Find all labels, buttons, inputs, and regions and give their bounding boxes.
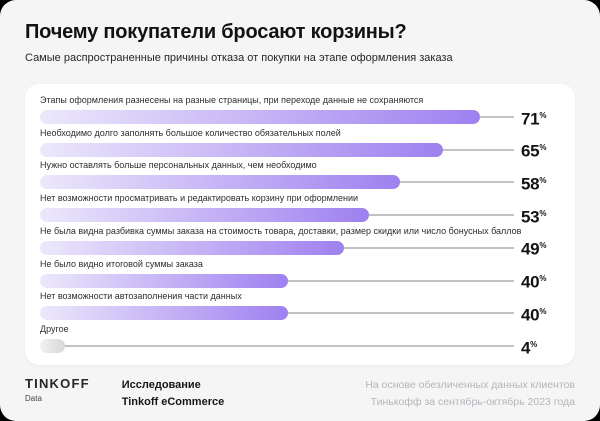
page-subtitle: Самые распространенные причины отказа от… [25, 52, 453, 64]
chart-panel: Этапы оформления разнесены на разные стр… [25, 84, 575, 365]
connector-line [288, 312, 514, 315]
bar [40, 110, 480, 124]
bar-value-number: 65 [521, 142, 540, 162]
bar-value-number: 49 [521, 240, 540, 260]
study-credit: Исследование Tinkoff eCommerce [122, 377, 225, 411]
percent-sign: % [539, 176, 547, 186]
page-title: Почему покупатели бросают корзины? [25, 21, 407, 43]
bar-value: 65% [521, 140, 561, 162]
bar-value: 49% [521, 238, 561, 260]
connector-line [65, 344, 514, 347]
connector-line [344, 246, 514, 249]
bar-value-number: 71 [521, 109, 540, 129]
connector-line [288, 279, 514, 282]
bar [40, 306, 288, 321]
bar-row: Другое 4% [40, 323, 561, 356]
bar-row: Не была видна разбивка суммы заказа на с… [40, 225, 561, 260]
bar-value-number: 58 [521, 174, 540, 194]
bar-track: 40% [40, 304, 561, 325]
bar-value-number: 53 [521, 207, 540, 227]
percent-sign: % [539, 274, 547, 284]
study-line-1: Исследование [121, 379, 201, 391]
bar-value-number: 4 [521, 338, 531, 358]
bar-track: 49% [40, 238, 561, 260]
study-line-2: Tinkoff eCommerce [121, 396, 225, 408]
bar-track: 71% [40, 108, 561, 127]
bar-row: Необходимо долго заполнять большое колич… [40, 127, 561, 162]
bar [40, 273, 288, 288]
bar [40, 240, 344, 255]
percent-sign: % [539, 306, 547, 316]
bar-label: Не было видно итоговой суммы заказа [40, 258, 203, 269]
bar-value: 71% [521, 108, 561, 127]
bar-label: Не была видна разбивка суммы заказа на с… [40, 225, 522, 236]
bar-track: 40% [40, 271, 561, 292]
bar-value-number: 40 [521, 305, 540, 325]
bar-row: Нет возможности просматривать и редактир… [40, 193, 561, 225]
bar-track: 4% [40, 337, 561, 356]
bar-value: 4% [521, 337, 561, 356]
connector-line [400, 181, 514, 184]
connector-line [443, 148, 514, 151]
percent-sign: % [539, 208, 547, 218]
bar-value: 40% [521, 271, 561, 292]
bar-row: Нет возможности автозаполнения части дан… [40, 291, 561, 325]
logo-wordmark: TINKOFF [25, 376, 90, 391]
bar-label: Нет возможности просматривать и редактир… [40, 193, 359, 204]
percent-sign: % [539, 110, 547, 120]
bar-row: Этапы оформления разнесены на разные стр… [40, 95, 561, 127]
bar-label: Необходимо долго заполнять большое колич… [40, 127, 341, 138]
data-source-note: На основе обезличенных данных клиентов Т… [365, 377, 575, 411]
bar-row: Нужно оставлять больше персональных данн… [40, 160, 561, 194]
bar-label: Этапы оформления разнесены на разные стр… [40, 95, 424, 105]
percent-sign: % [539, 241, 547, 251]
bar-value: 40% [521, 304, 561, 325]
source-line-1: На основе обезличенных данных клиентов [365, 379, 575, 391]
header: Почему покупатели бросают корзины? Самые… [0, 0, 600, 65]
bar [40, 208, 369, 223]
bar [40, 338, 65, 353]
bar-label: Нужно оставлять больше персональных данн… [40, 160, 317, 171]
percent-sign: % [530, 339, 538, 349]
bar-value-number: 40 [521, 272, 540, 292]
logo-subtitle: Data [25, 394, 42, 403]
tinkoff-data-logo: TINKOFF Data [25, 376, 90, 404]
percent-sign: % [539, 143, 547, 153]
bar-value: 58% [521, 173, 561, 194]
bar-label: Другое [40, 323, 69, 334]
connector-line [480, 116, 514, 118]
bar-track: 58% [40, 173, 561, 194]
bar-value: 53% [521, 206, 561, 225]
bar-track: 53% [40, 206, 561, 225]
bar-label: Нет возможности автозаполнения части дан… [40, 291, 242, 302]
bar-row: Не было видно итоговой суммы заказа 40% [40, 258, 561, 292]
bar [40, 142, 443, 157]
connector-line [369, 214, 514, 217]
bar-track: 65% [40, 140, 561, 162]
bar [40, 175, 400, 190]
source-line-2: Тинькофф за сентябрь-октябрь 2023 года [370, 396, 575, 408]
footer: TINKOFF Data Исследование Tinkoff eComme… [0, 365, 600, 421]
